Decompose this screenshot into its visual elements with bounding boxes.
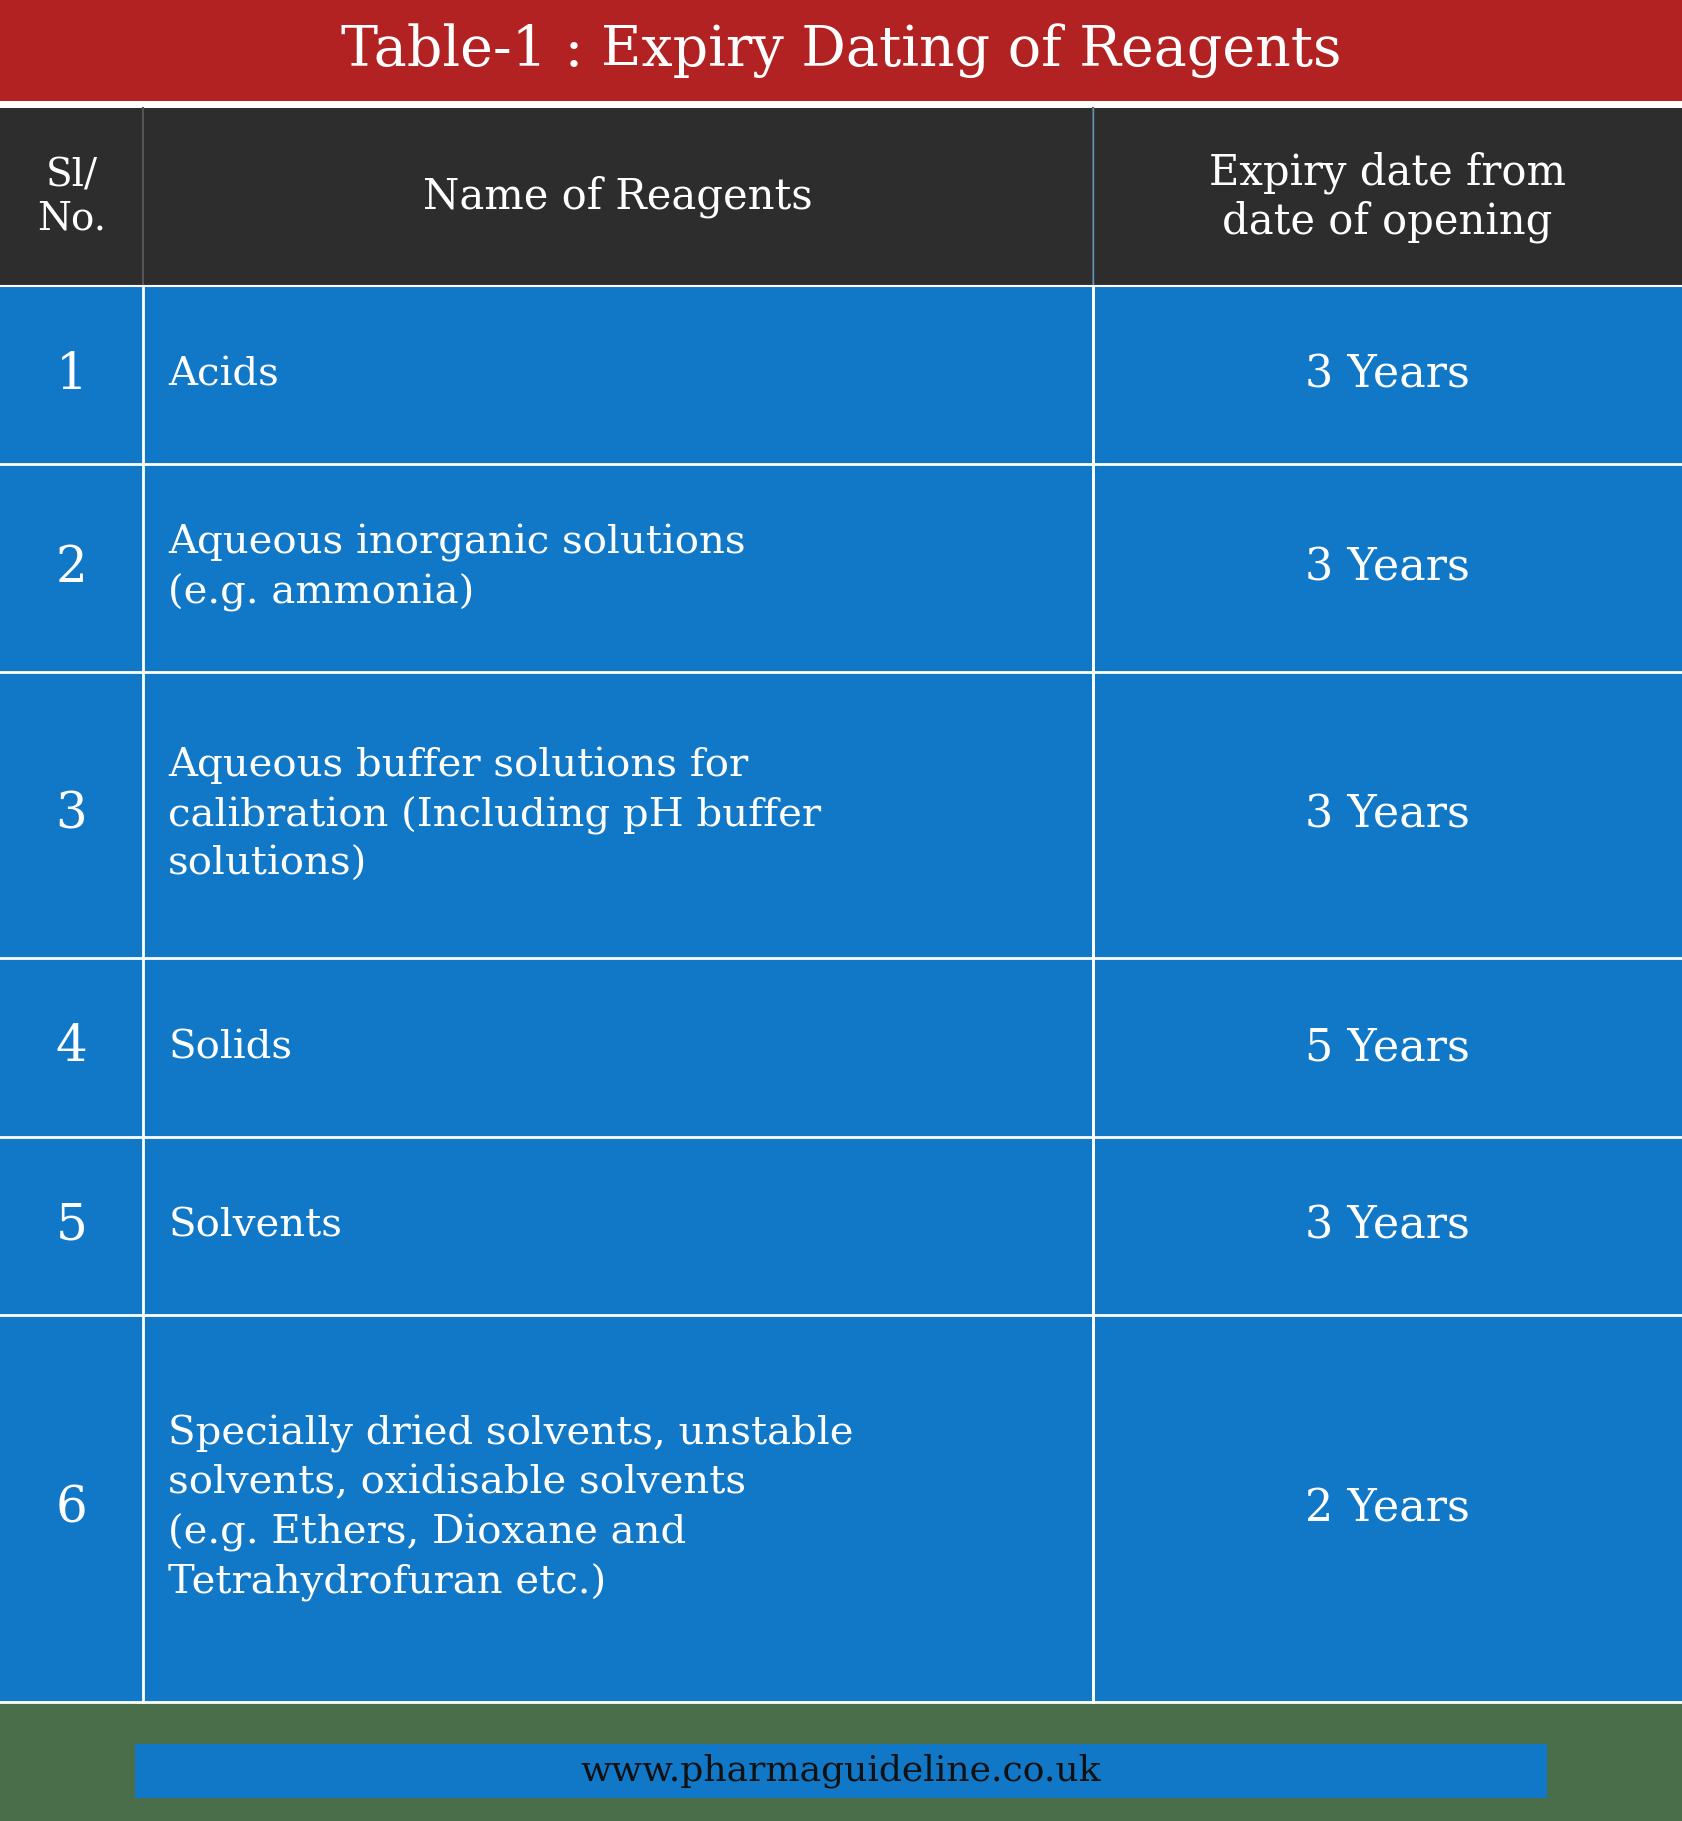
Text: 3 Years: 3 Years [1305,1204,1470,1247]
Text: 2: 2 [56,543,87,594]
Text: 3 Years: 3 Years [1305,794,1470,836]
Text: Specially dried solvents, unstable
solvents, oxidisable solvents
(e.g. Ethers, D: Specially dried solvents, unstable solve… [168,1415,854,1602]
Bar [135,1745,1547,1797]
Text: 1: 1 [56,351,87,401]
Text: 3 Years: 3 Years [1305,353,1470,397]
Text: www.pharmaguideline.co.uk: www.pharmaguideline.co.uk [580,1754,1102,1788]
Text: Acids: Acids [168,357,279,393]
Text: Name of Reagents: Name of Reagents [424,177,812,219]
Text: 3: 3 [56,790,87,839]
Text: Expiry date from
date of opening: Expiry date from date of opening [1209,151,1566,242]
Bar [0,107,1682,286]
Text: Solids: Solids [168,1029,293,1065]
Bar [0,1315,1682,1703]
Text: 6: 6 [56,1484,87,1533]
Text: Aqueous buffer solutions for
calibration (Including pH buffer
solutions): Aqueous buffer solutions for calibration… [168,747,821,883]
Text: 4: 4 [56,1023,87,1073]
Text: Table-1 : Expiry Dating of Reagents: Table-1 : Expiry Dating of Reagents [341,24,1341,78]
Bar [0,286,1682,464]
Bar [0,0,1682,100]
Text: Solvents: Solvents [168,1207,341,1244]
Bar [0,1136,1682,1315]
Text: Sl/
No.: Sl/ No. [37,157,106,237]
Text: 3 Years: 3 Years [1305,546,1470,590]
Bar [0,958,1682,1136]
Text: 2 Years: 2 Years [1305,1488,1470,1530]
Bar [0,672,1682,958]
Text: 5 Years: 5 Years [1305,1025,1470,1069]
Bar [0,100,1682,107]
Bar [0,1703,1682,1821]
Text: 5: 5 [56,1202,87,1251]
Bar [0,464,1682,672]
Text: Aqueous inorganic solutions
(e.g. ammonia): Aqueous inorganic solutions (e.g. ammoni… [168,524,745,612]
